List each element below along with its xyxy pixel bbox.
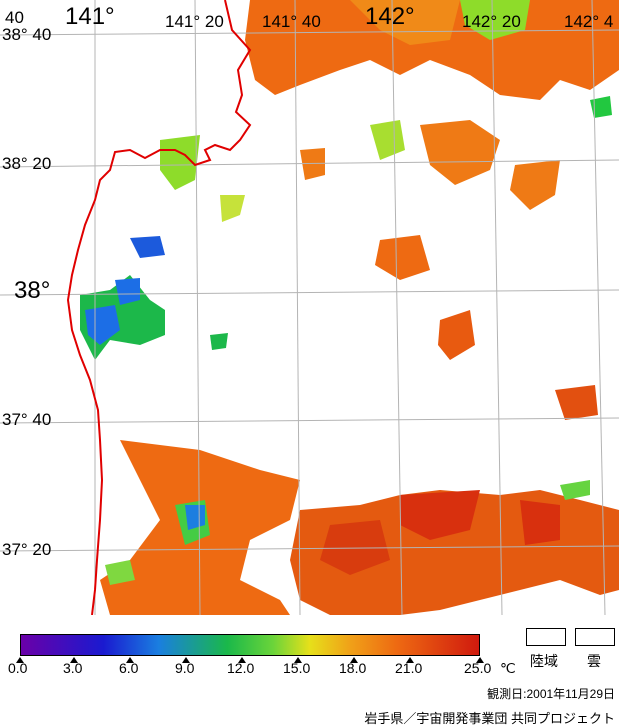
- longitude-label: 142° 4: [564, 12, 614, 31]
- corner-label: 40: [5, 8, 24, 27]
- longitude-label: 141°: [65, 3, 115, 30]
- latitude-label: 37° 40: [2, 410, 52, 429]
- color-bar-tick: [16, 657, 24, 663]
- color-bar-tick: [182, 657, 190, 663]
- color-bar-tick-label: 15.0: [283, 660, 311, 676]
- color-bar-tick-label: 6.0: [119, 660, 139, 676]
- color-bar-tick: [70, 657, 78, 663]
- color-bar-tick-label: 12.0: [227, 660, 255, 676]
- latitude-label: 38°: [14, 277, 51, 304]
- longitude-label: 142°: [365, 3, 415, 30]
- color-bar-tick: [126, 657, 134, 663]
- latitude-label: 38° 20: [2, 154, 52, 173]
- latitude-label: 37° 20: [2, 540, 52, 559]
- longitude-label: 141° 20: [165, 12, 224, 31]
- temperature-color-bar: [20, 634, 480, 656]
- land-legend-label: 陸域: [530, 653, 558, 669]
- latitude-label: 38° 40: [2, 25, 52, 44]
- graticule-grid: [0, 0, 619, 615]
- color-bar-tick: [476, 657, 484, 663]
- color-bar-tick-label: 18.0: [339, 660, 367, 676]
- color-bar-tick-label: 21.0: [395, 660, 423, 676]
- cold-water-areas: [80, 96, 612, 530]
- credit-line: 岩手県／宇宙開発事業団 共同プロジェクト: [364, 711, 615, 726]
- color-bar-tick-label: 3.0: [63, 660, 83, 676]
- land-legend-swatch: [526, 628, 566, 646]
- sea-surface-temperature-map: [0, 0, 619, 615]
- color-bar-tick-label: 0.0: [8, 660, 28, 676]
- color-bar-tick: [238, 657, 246, 663]
- color-bar-tick: [350, 657, 358, 663]
- longitude-label: 141° 40: [262, 12, 321, 31]
- color-bar-tick: [406, 657, 414, 663]
- color-bar-tick-label: 9.0: [175, 660, 195, 676]
- cloud-legend-label: 雲: [587, 653, 601, 669]
- temperature-unit: ℃: [500, 660, 516, 676]
- warm-water-areas: [100, 0, 619, 615]
- longitude-label: 142° 20: [462, 12, 521, 31]
- coastline: [66, 0, 252, 615]
- color-bar-tick-label: 25.0: [464, 660, 492, 676]
- cloud-legend-swatch: [575, 628, 615, 646]
- color-bar-tick: [294, 657, 302, 663]
- observation-date: 観測日:2001年11月29日: [487, 687, 615, 701]
